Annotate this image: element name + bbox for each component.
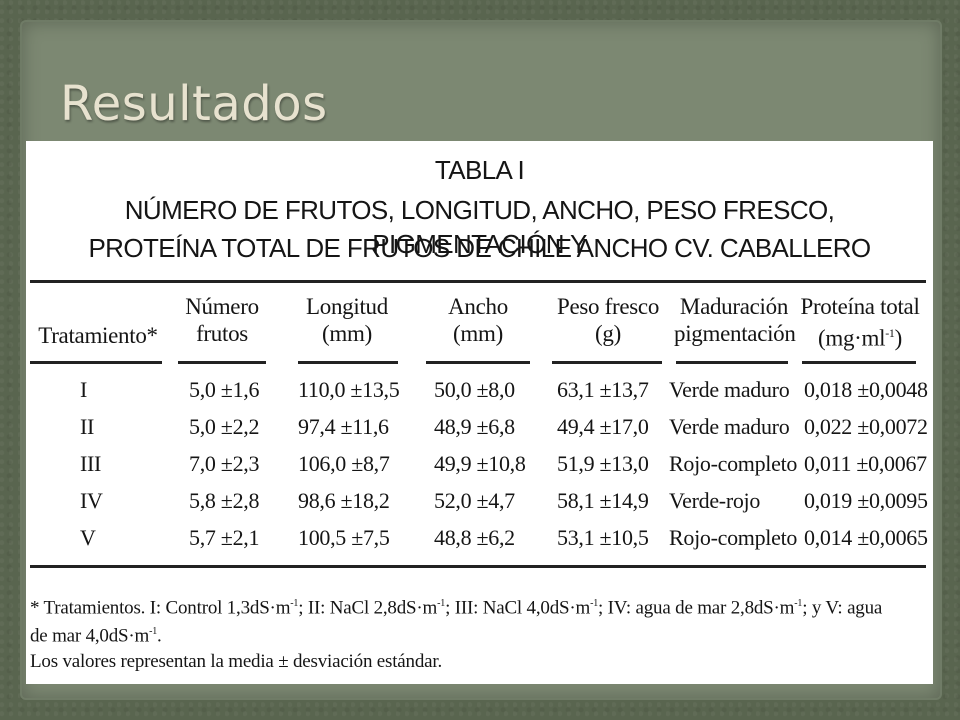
table-caption-line2: PROTEÍNA TOTAL DE FRUTOS DE CHILE ANCHO … bbox=[88, 233, 871, 263]
cell-maduracion: Rojo-completo bbox=[669, 525, 798, 550]
header-underline bbox=[676, 361, 788, 364]
cell-longitud: 98,6 ±18,2 bbox=[298, 488, 390, 513]
table-caption-line1: NÚMERO DE FRUTOS, LONGITUD, ANCHO, PESO … bbox=[124, 195, 835, 259]
cell-peso: 49,4 ±17,0 bbox=[557, 414, 649, 439]
cell-proteina: 0,018 ±0,0048 bbox=[804, 377, 928, 402]
cell-tratamiento: I bbox=[80, 377, 88, 402]
cell-maduracion: Verde maduro bbox=[669, 377, 790, 402]
header-ancho: Ancho (mm) bbox=[448, 294, 508, 346]
cell-ancho: 52,0 ±4,7 bbox=[434, 488, 515, 513]
header-tratamiento: Tratamiento* bbox=[38, 323, 158, 348]
table-label: TABLA I bbox=[434, 155, 525, 185]
cell-tratamiento: IV bbox=[80, 488, 103, 513]
cell-numero: 5,7 ±2,1 bbox=[189, 525, 260, 550]
top-rule bbox=[30, 280, 926, 283]
cell-proteina: 0,014 ±0,0065 bbox=[804, 525, 928, 550]
header-underline bbox=[802, 361, 916, 364]
cell-longitud: 100,5 ±7,5 bbox=[298, 525, 390, 550]
cell-maduracion: Rojo-completo bbox=[669, 451, 798, 476]
header-underline bbox=[426, 361, 530, 364]
cell-numero: 5,0 ±2,2 bbox=[189, 414, 260, 439]
cell-longitud: 110,0 ±13,5 bbox=[298, 377, 400, 402]
cell-numero: 5,8 ±2,8 bbox=[189, 488, 260, 513]
cell-ancho: 49,9 ±10,8 bbox=[434, 451, 526, 476]
cell-tratamiento: V bbox=[80, 525, 96, 550]
footnote-line2: de mar 4,0dS·m-1. bbox=[30, 625, 162, 647]
cell-longitud: 106,0 ±8,7 bbox=[298, 451, 390, 476]
header-longitud: Longitud (mm) bbox=[306, 294, 388, 346]
header-underline bbox=[30, 361, 162, 364]
slide-title: Resultados bbox=[60, 76, 328, 132]
cell-longitud: 97,4 ±11,6 bbox=[298, 414, 389, 439]
header-proteina: Proteína total (mg·ml-1) bbox=[800, 294, 920, 351]
cell-maduracion: Verde-rojo bbox=[669, 488, 761, 513]
cell-proteina: 0,019 ±0,0095 bbox=[804, 488, 928, 513]
cell-peso: 63,1 ±13,7 bbox=[557, 377, 649, 402]
header-numero: Número frutos bbox=[185, 294, 259, 346]
cell-tratamiento: III bbox=[80, 451, 102, 476]
cell-ancho: 48,9 ±6,8 bbox=[434, 414, 515, 439]
cell-peso: 51,9 ±13,0 bbox=[557, 451, 649, 476]
cell-ancho: 48,8 ±6,2 bbox=[434, 525, 515, 550]
cell-proteina: 0,022 ±0,0072 bbox=[804, 414, 928, 439]
footnote-line3: Los valores representan la media ± desvi… bbox=[30, 651, 442, 672]
header-maduracion: Maduración pigmentación bbox=[674, 294, 796, 346]
cell-ancho: 50,0 ±8,0 bbox=[434, 377, 515, 402]
header-underline bbox=[298, 361, 398, 364]
bottom-rule bbox=[30, 565, 926, 568]
header-peso: Peso fresco (g) bbox=[556, 294, 660, 346]
header-underline bbox=[178, 361, 266, 364]
cell-maduracion: Verde maduro bbox=[669, 414, 790, 439]
cell-peso: 58,1 ±14,9 bbox=[557, 488, 649, 513]
header-underline bbox=[552, 361, 662, 364]
cell-tratamiento: II bbox=[80, 414, 95, 439]
cell-numero: 5,0 ±1,6 bbox=[189, 377, 260, 402]
cell-proteina: 0,011 ±0,0067 bbox=[804, 451, 927, 476]
footnote-line1: * Tratamientos. I: Control 1,3dS·m-1; II… bbox=[30, 597, 883, 619]
cell-numero: 7,0 ±2,3 bbox=[189, 451, 260, 476]
results-table: TABLA I NÚMERO DE FRUTOS, LONGITUD, ANCH… bbox=[26, 141, 933, 684]
cell-peso: 53,1 ±10,5 bbox=[557, 525, 649, 550]
